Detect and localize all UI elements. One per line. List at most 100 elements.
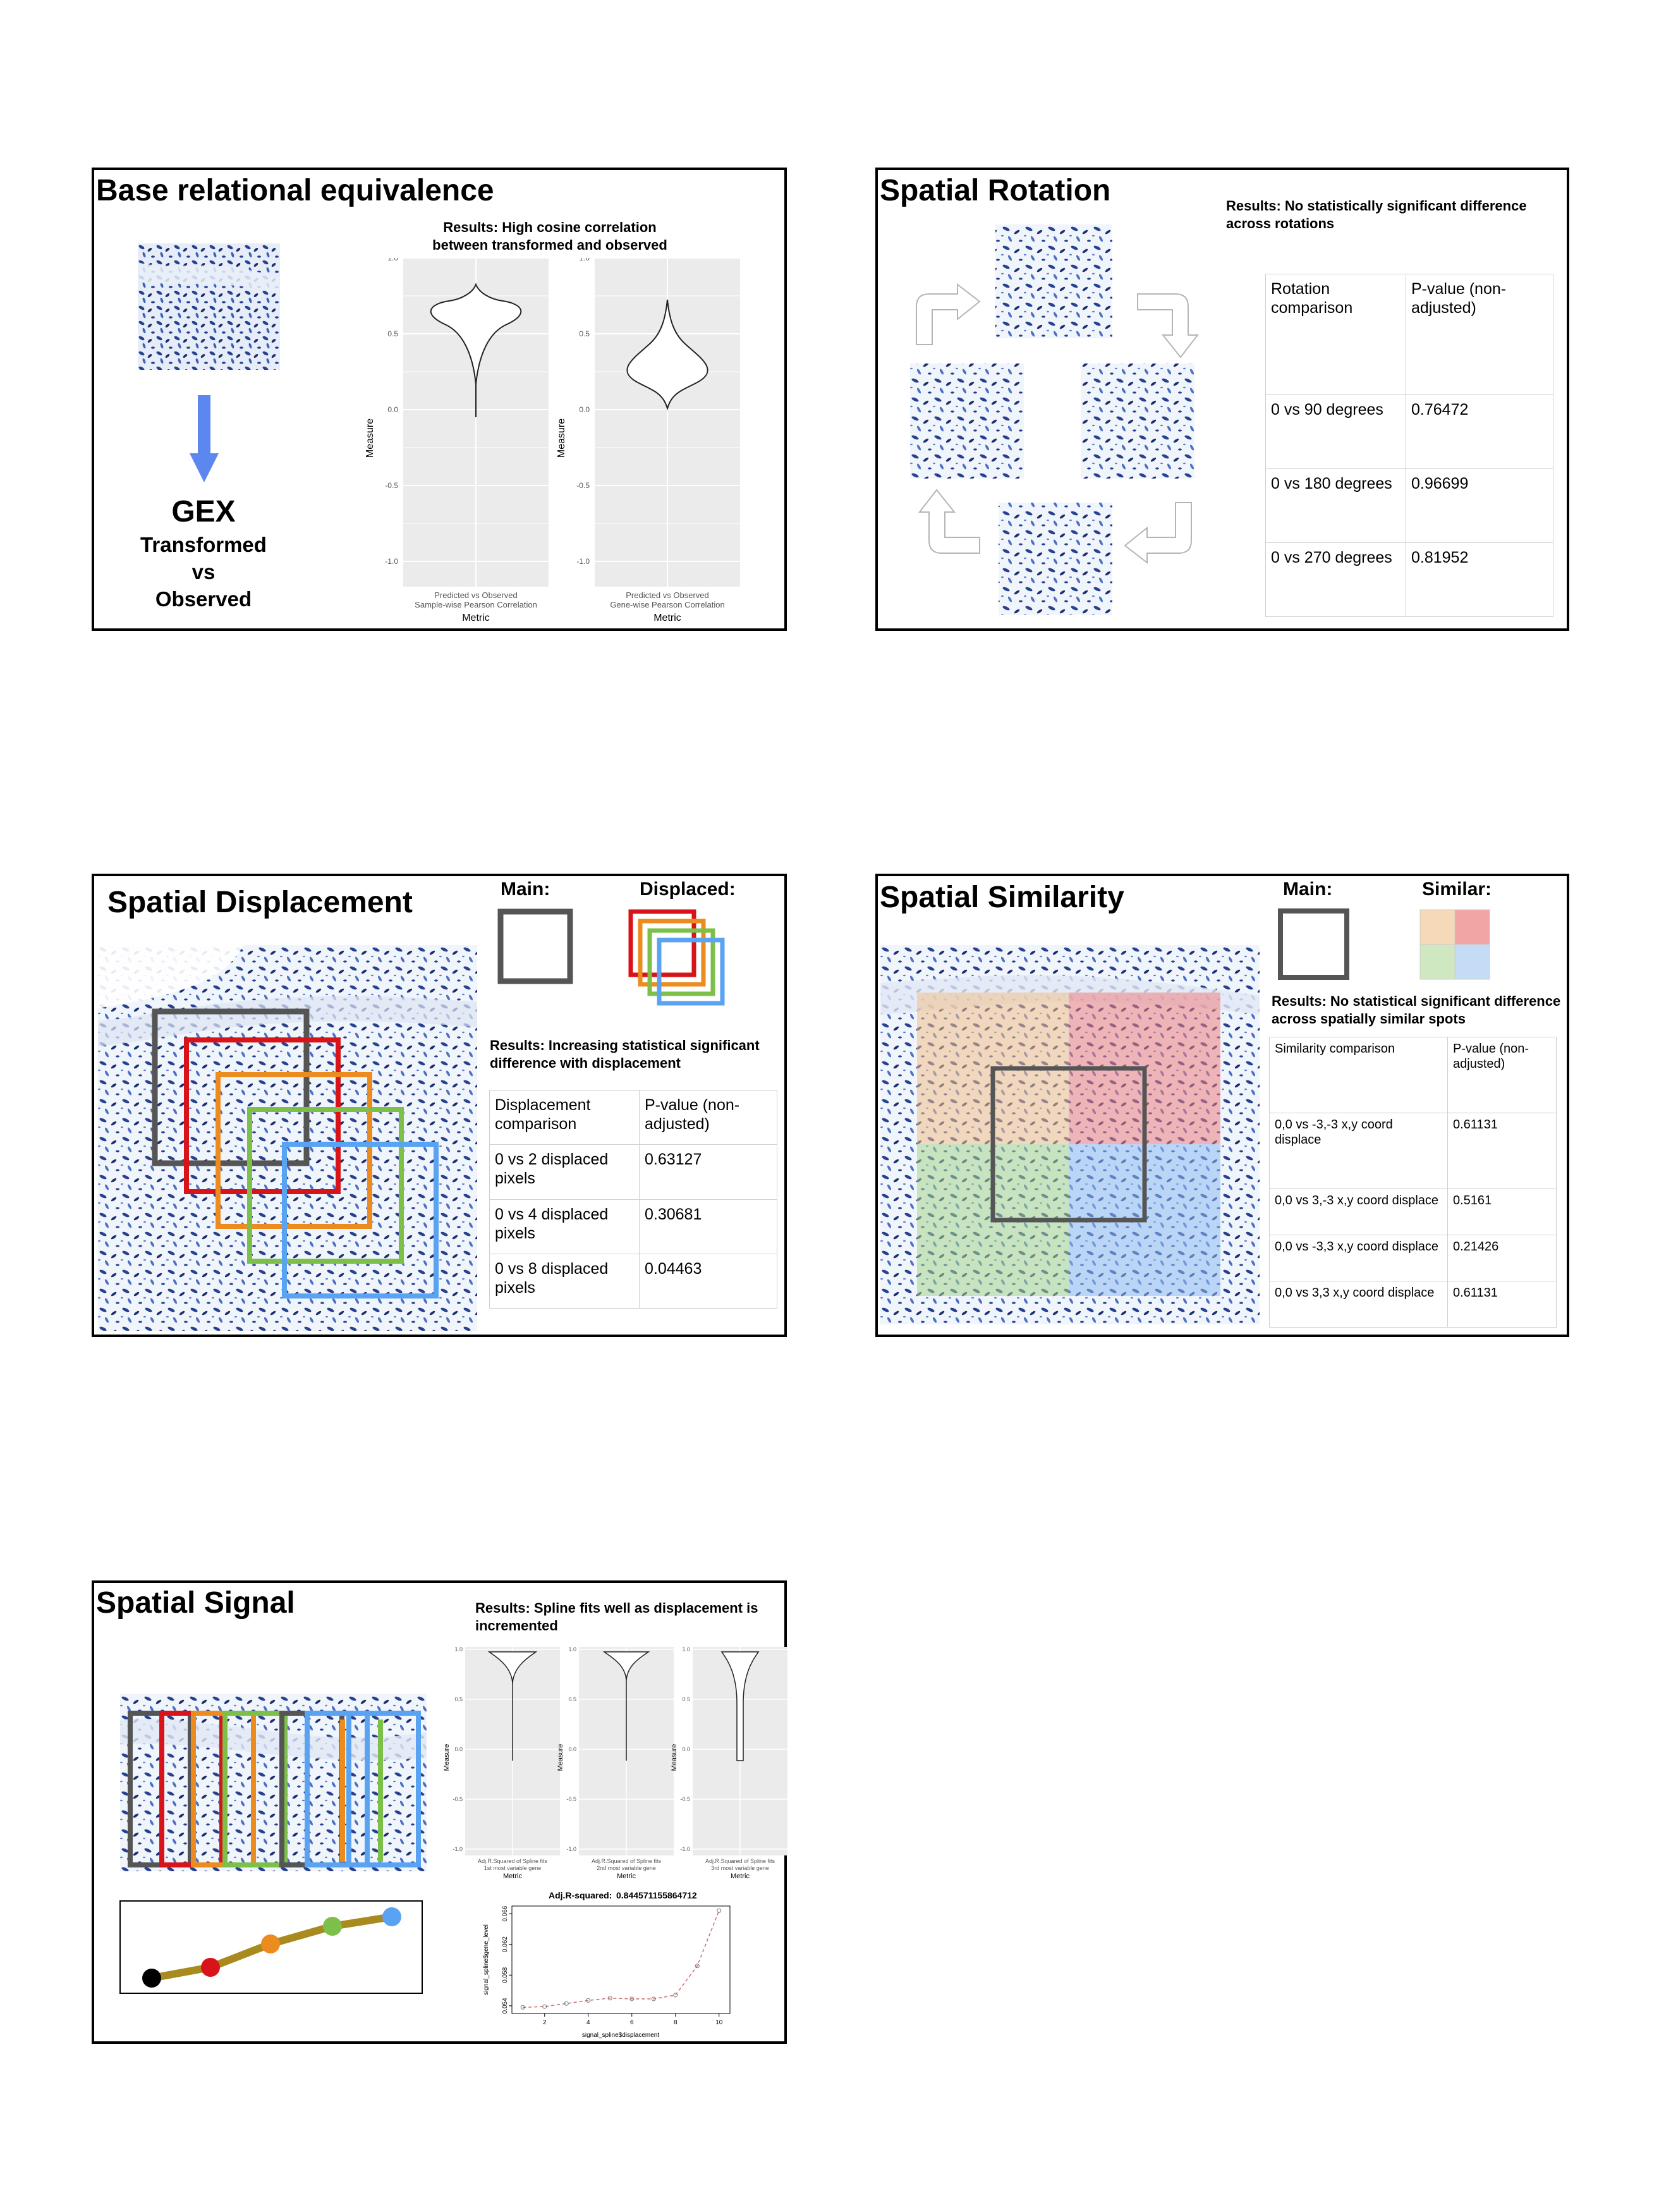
plot2-ytick: -0.5 — [576, 481, 590, 490]
window-blue — [305, 1711, 370, 1867]
svg-text:0.5: 0.5 — [682, 1696, 690, 1702]
svg-text:Metric: Metric — [731, 1873, 750, 1880]
displacement-tissue-image — [98, 945, 477, 1331]
main-square — [990, 1066, 1147, 1223]
spline-series-line — [523, 1910, 720, 2008]
curved-arrow-icon — [1137, 293, 1200, 358]
similarity-tissue-image — [880, 945, 1260, 1324]
spline-violin-plot-3: Measure 1.0 0.5 0.0 -0.5 -1.0 Adj.R.Square… — [671, 1647, 787, 1880]
table-header-cell: Rotation comparison — [1265, 273, 1406, 396]
panel2-title: Spatial Rotation — [880, 174, 1111, 207]
spline-ylabel: signal_spline$gene_level — [483, 1924, 490, 1995]
table-cell: 0 vs 270 degrees — [1265, 542, 1406, 617]
y-tick-label: 0.058 — [502, 1967, 509, 1983]
table-cell: 0 vs 4 displaced pixels — [489, 1199, 640, 1254]
plot2-xlabel: Metric — [653, 613, 681, 623]
plot2-xtick2: Gene-wise Pearson Correlation — [610, 600, 724, 609]
displacement-table: Displacement comparison P-value (non-adj… — [489, 1089, 777, 1309]
svg-text:2nd most variable gene: 2nd most variable gene — [597, 1865, 656, 1871]
plot1-ytick: 0.5 — [387, 329, 398, 338]
spline-data-point — [695, 1964, 700, 1969]
rotation-table: Rotation comparison P-value (non-adjuste… — [1265, 273, 1553, 617]
svg-text:1.0: 1.0 — [682, 1647, 690, 1653]
table-cell: 0,0 vs 3,3 x,y coord displace — [1269, 1281, 1448, 1328]
violin-shape — [626, 299, 708, 411]
similar-label: Similar: — [1422, 879, 1492, 900]
table-cell: 0 vs 2 displaced pixels — [489, 1144, 640, 1200]
y-tick-label: 0.062 — [502, 1936, 509, 1952]
table-cell: 0.5161 — [1447, 1188, 1557, 1236]
tissue-tile-right — [1081, 364, 1194, 479]
table-header-cell: P-value (non-adjusted) — [1406, 273, 1553, 396]
vs-label: vs — [191, 560, 216, 584]
similarity-table: Similarity comparison P-value (non-adjus… — [1269, 1036, 1557, 1328]
svg-text:Metric: Metric — [617, 1873, 636, 1880]
spline-data-point — [586, 1998, 591, 2003]
svg-text:Adj.R.Squared of Spline fits: Adj.R.Squared of Spline fits — [592, 1858, 662, 1864]
panel4-results: Results: No statistical significant diff… — [1272, 993, 1561, 1027]
spline-data-point — [520, 2005, 525, 2010]
plot1-ytick: 0.0 — [387, 405, 398, 414]
svg-text:3rd most variable gene: 3rd most variable gene — [711, 1865, 769, 1871]
violin-plot-gene-wise: Measure 1.0 0.5 0.0 -0.5 -1.0 Predicted … — [556, 258, 740, 623]
x-tick-label: 8 — [674, 2019, 678, 2026]
table-cell: 0.61131 — [1447, 1113, 1557, 1190]
curved-arrow-icon — [918, 489, 980, 554]
displaced-square-orange — [216, 1072, 372, 1229]
main-square — [152, 1008, 310, 1166]
similar-square-orange — [1419, 909, 1455, 945]
table-header-cell: Similarity comparison — [1269, 1036, 1448, 1114]
table-header-cell: Displacement comparison — [489, 1089, 640, 1146]
tissue-image-1 — [138, 243, 280, 370]
spline-data-point — [651, 1996, 656, 2001]
signal-point-orange — [261, 1934, 280, 1953]
plot2-ylabel: Measure — [556, 419, 567, 458]
table-row: Similarity comparison P-value (non-adjus… — [1269, 1036, 1557, 1114]
main-square — [1278, 908, 1349, 980]
svg-text:Adj.R.Squared of Spline fits: Adj.R.Squared of Spline fits — [705, 1858, 775, 1864]
table-cell: 0,0 vs 3,-3 x,y coord displace — [1269, 1188, 1448, 1236]
displaced-label: Displaced: — [640, 879, 736, 900]
signal-point-blue — [382, 1907, 401, 1926]
signal-point-black — [142, 1969, 161, 1988]
similar-square-blue — [1454, 944, 1490, 980]
table-cell: 0.21426 — [1447, 1235, 1557, 1282]
displaced-square-red — [628, 909, 696, 977]
x-tick-label: 6 — [630, 2019, 634, 2026]
spline-violin-plot-2: Measure 1.0 0.5 0.0 -0.5 -1.0 Adj.R.Square… — [557, 1647, 674, 1880]
table-header-cell: P-value (non-adjusted) — [1447, 1036, 1557, 1114]
gex-label: GEX — [171, 495, 236, 529]
down-arrow-icon — [190, 395, 219, 482]
plot2-ytick: 0.5 — [579, 329, 590, 338]
svg-text:0.0: 0.0 — [682, 1746, 690, 1752]
svg-text:-1.0: -1.0 — [680, 1846, 690, 1852]
svg-text:Measure: Measure — [443, 1744, 451, 1771]
curved-arrow-icon — [1124, 502, 1192, 565]
table-header-cell: P-value (non-adjusted) — [639, 1089, 777, 1146]
plot1-ytick: -1.0 — [385, 557, 398, 566]
panel5-results: Results: Spline fits well as displacemen… — [475, 1600, 758, 1634]
y-tick-label: 0.054 — [502, 1998, 509, 2013]
similar-square-red — [1454, 909, 1490, 945]
table-row: 0,0 vs 3,3 x,y coord displace 0.61131 — [1269, 1281, 1557, 1328]
table-cell: 0.76472 — [1406, 394, 1553, 470]
panel2-results: Results: No statistically significant di… — [1226, 198, 1527, 231]
spline-line-chart: signal_spline$gene_level signal_spline$d… — [483, 1905, 731, 2039]
table-row: 0 vs 4 displaced pixels 0.30681 — [489, 1199, 777, 1254]
x-tick-label: 10 — [715, 2019, 723, 2026]
panel3-title: Spatial Displacement — [107, 886, 413, 919]
table-row: 0 vs 180 degrees 0.96699 — [1265, 468, 1553, 544]
table-row: 0 vs 90 degrees 0.76472 — [1265, 394, 1553, 470]
svg-text:0.0: 0.0 — [454, 1746, 463, 1752]
table-cell: 0 vs 180 degrees — [1265, 468, 1406, 544]
panel4-title: Spatial Similarity — [880, 881, 1124, 914]
table-row: 0 vs 8 displaced pixels 0.04463 — [489, 1253, 777, 1309]
svg-text:-0.5: -0.5 — [680, 1796, 690, 1802]
table-row: Displacement comparison P-value (non-adj… — [489, 1089, 777, 1146]
spline-data-point — [542, 2004, 547, 2009]
similarity-legend — [1278, 908, 1490, 980]
similar-square-green — [1419, 944, 1455, 980]
signal-point-green — [323, 1917, 342, 1936]
svg-text:Metric: Metric — [503, 1873, 522, 1880]
table-row: 0 vs 2 displaced pixels 0.63127 — [489, 1144, 777, 1200]
